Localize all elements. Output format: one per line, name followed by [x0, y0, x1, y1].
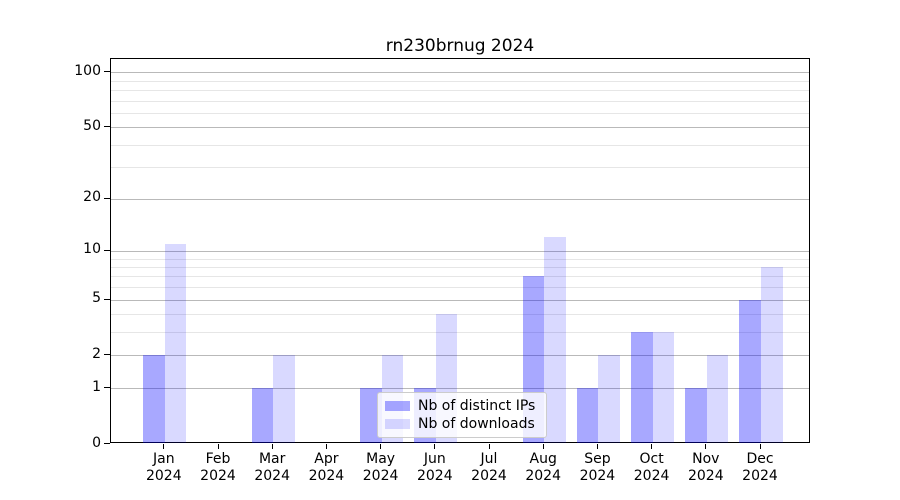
- y-tick-label-20: 20: [83, 189, 101, 206]
- legend-label-downloads: Nb of downloads: [418, 416, 535, 433]
- legend-label-distinct-ips: Nb of distinct IPs: [418, 397, 536, 414]
- x-tick-oct: [651, 444, 653, 449]
- bar-downloads-dec: [761, 266, 783, 443]
- plot-area: [110, 58, 810, 443]
- legend: Nb of distinct IPs Nb of downloads: [377, 392, 547, 438]
- x-tick-jun: [434, 444, 436, 449]
- chart-title: rn230brnug 2024: [385, 36, 535, 56]
- x-tick-may: [380, 444, 382, 449]
- legend-item-distinct-ips: Nb of distinct IPs: [385, 398, 539, 414]
- gridline-minor-6: [111, 287, 809, 289]
- y-tick-0: [104, 443, 110, 444]
- x-tick-jan: [163, 444, 165, 449]
- gridline-minor-40: [111, 144, 809, 146]
- gridline-minor-8: [111, 266, 809, 268]
- gridline-major-10: [111, 250, 809, 252]
- x-tick-feb: [217, 444, 219, 449]
- legend-swatch-distinct-ips: [385, 400, 410, 411]
- bar-downloads-mar: [273, 355, 295, 443]
- bar-ips-oct: [630, 332, 653, 443]
- x-tick-label-mar: Mar 2024: [254, 451, 290, 484]
- y-tick-100: [104, 71, 110, 73]
- y-tick-label-1: 1: [92, 378, 101, 395]
- x-tick-sep: [596, 444, 598, 449]
- bar-downloads-oct: [652, 332, 675, 443]
- y-tick-label-2: 2: [92, 345, 101, 362]
- bar-ips-jan: [143, 355, 165, 443]
- gridline-minor-9: [111, 258, 809, 260]
- y-tick-label-50: 50: [83, 117, 101, 134]
- x-tick-dec: [759, 444, 761, 449]
- gridline-minor-90: [111, 80, 809, 82]
- x-tick-label-dec: Dec 2024: [742, 451, 778, 484]
- gridline-major-5: [111, 299, 809, 301]
- gridline-major-20: [111, 198, 809, 200]
- y-tick-2: [104, 354, 110, 356]
- x-tick-jul: [488, 444, 490, 449]
- y-tick-20: [104, 197, 110, 199]
- bar-ips-nov: [685, 388, 707, 443]
- gridline-minor-60: [111, 112, 809, 114]
- x-tick-label-may: May 2024: [362, 451, 399, 484]
- gridline-major-1: [111, 388, 809, 390]
- x-tick-label-nov: Nov 2024: [687, 451, 724, 484]
- y-tick-label-0: 0: [92, 434, 101, 451]
- x-tick-label-aug: Aug 2024: [525, 451, 561, 484]
- x-tick-label-oct: Oct 2024: [633, 451, 670, 484]
- y-tick-50: [104, 126, 110, 128]
- gridline-minor-70: [111, 100, 809, 102]
- x-tick-mar: [271, 444, 273, 449]
- x-tick-label-jan: Jan 2024: [145, 451, 182, 484]
- y-tick-5: [104, 298, 110, 300]
- bar-ips-may: [359, 388, 382, 443]
- y-tick-1: [104, 387, 110, 389]
- bar-downloads-jan: [164, 243, 187, 443]
- x-tick-nov: [705, 444, 707, 449]
- gridline-major-50: [111, 127, 809, 129]
- bar-ips-dec: [739, 299, 761, 443]
- gridline-minor-80: [111, 89, 809, 91]
- x-tick-apr: [325, 444, 327, 449]
- x-tick-aug: [542, 444, 544, 449]
- bar-downloads-nov: [706, 355, 729, 443]
- bar-ips-mar: [251, 388, 274, 443]
- y-tick-label-100: 100: [74, 62, 101, 79]
- gridline-major-2: [111, 355, 809, 357]
- legend-item-downloads: Nb of downloads: [385, 416, 539, 432]
- legend-swatch-downloads: [385, 419, 410, 430]
- x-tick-label-jul: Jul 2024: [471, 451, 507, 484]
- bar-ips-sep: [576, 388, 599, 443]
- bar-downloads-aug: [544, 237, 566, 443]
- y-tick-label-5: 5: [92, 290, 101, 307]
- x-tick-label-apr: Apr 2024: [308, 451, 345, 484]
- y-tick-label-10: 10: [83, 241, 101, 258]
- bar-downloads-sep: [598, 355, 621, 443]
- x-tick-label-sep: Sep 2024: [579, 451, 616, 484]
- gridline-minor-4: [111, 314, 809, 316]
- gridline-minor-30: [111, 167, 809, 169]
- y-tick-10: [104, 249, 110, 251]
- gridline-major-100: [111, 72, 809, 74]
- x-tick-label-jun: Jun 2024: [416, 451, 453, 484]
- x-tick-label-feb: Feb 2024: [200, 451, 236, 484]
- gridline-minor-7: [111, 276, 809, 278]
- gridline-minor-3: [111, 332, 809, 334]
